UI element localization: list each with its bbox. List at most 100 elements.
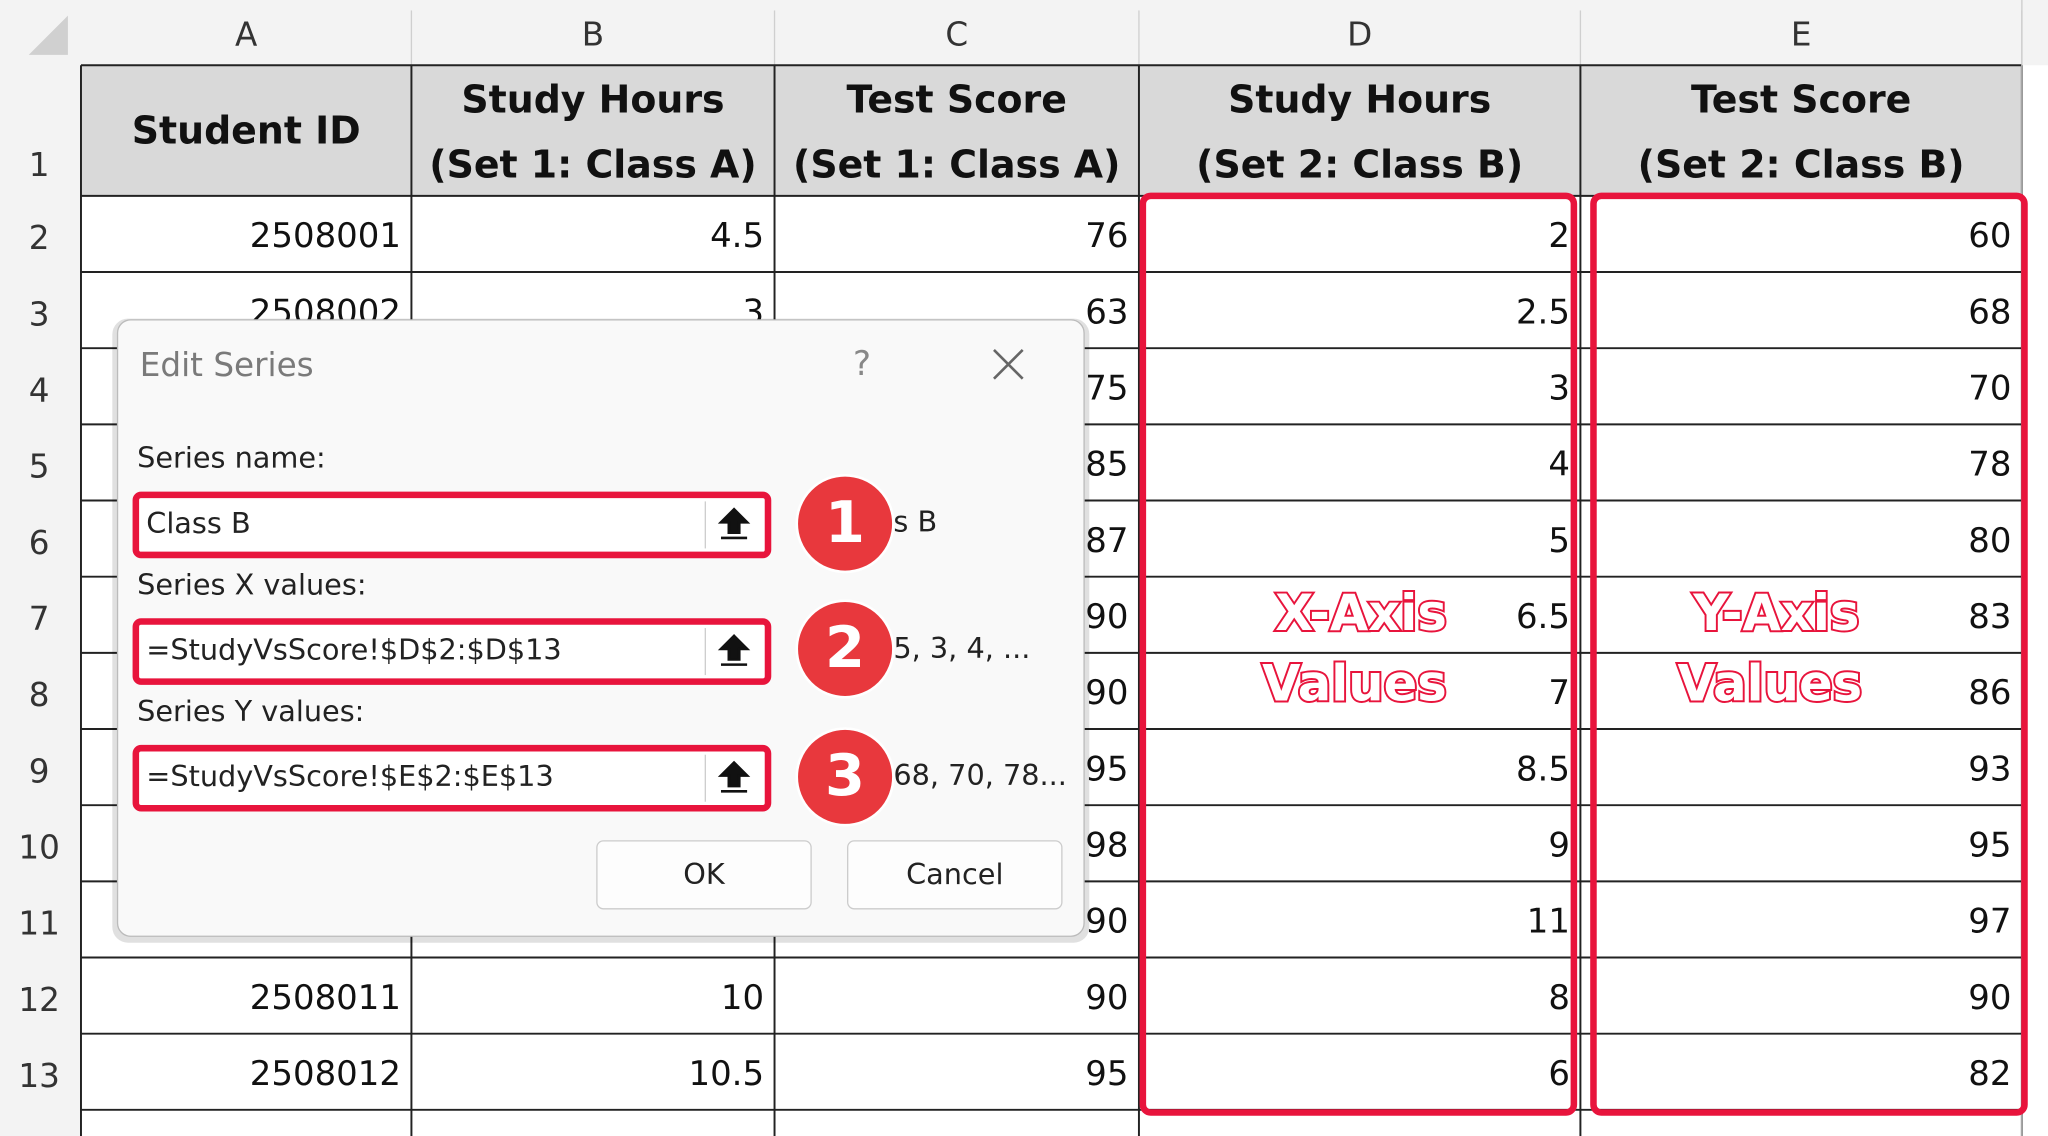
preview: 68, 70, 78... <box>893 758 1067 792</box>
highlight-box <box>1139 192 1578 1116</box>
row-number: 3 <box>29 295 50 333</box>
header-cell: Study Hours <box>1228 77 1491 121</box>
input-value: =StudyVsScore!$D$2:$D$13 <box>146 633 561 667</box>
header-cell: (Set 1: Class A) <box>429 143 756 187</box>
row-number: 8 <box>29 676 50 714</box>
cell: 93 <box>1968 749 2011 789</box>
annotation: Y-Axis <box>1692 584 1859 642</box>
highlight-box <box>1590 192 2028 1116</box>
collapse-icon[interactable] <box>717 760 751 793</box>
annotation: X-Axis <box>1275 584 1447 642</box>
cell: 86 <box>1968 673 2011 713</box>
cell: 2508001 <box>250 216 401 256</box>
header-cell: (Set 1: Class A) <box>793 143 1120 187</box>
select-all <box>28 15 68 55</box>
field-label: Series Y values: <box>137 694 364 728</box>
input[interactable] <box>132 744 772 812</box>
cell: 8.5 <box>1516 749 1570 789</box>
cell: 8 <box>1548 978 1570 1018</box>
cell: 11 <box>1527 902 1570 942</box>
cell: 4.5 <box>710 216 764 256</box>
annotation: Values <box>1677 654 1862 712</box>
field-label: Series X values: <box>137 567 366 601</box>
header-cell: Student ID <box>132 109 361 153</box>
header-cell: Study Hours <box>461 77 724 121</box>
row-number: 12 <box>18 981 60 1019</box>
header-row <box>80 65 2022 196</box>
row-number: 1 <box>29 146 50 184</box>
row-number: 2 <box>29 219 50 257</box>
annotation: Values <box>1262 654 1447 712</box>
column-letter: C <box>945 16 968 54</box>
cell: 2.5 <box>1516 292 1570 332</box>
cell: 95 <box>1085 749 1128 789</box>
header-cell: (Set 2: Class B) <box>1196 143 1523 187</box>
cell: 75 <box>1085 368 1128 408</box>
cancel-button[interactable] <box>847 840 1063 910</box>
step-number: 2 <box>825 614 865 681</box>
step-badge <box>795 473 895 574</box>
cell: 90 <box>1968 978 2011 1018</box>
collapse-icon[interactable] <box>717 634 751 666</box>
cell: 10 <box>721 978 764 1018</box>
header-cell: (Set 2: Class B) <box>1638 143 1965 187</box>
row-number: 13 <box>18 1057 60 1095</box>
cell: 7 <box>1548 673 1570 713</box>
cell: 95 <box>1085 1054 1128 1094</box>
row-number: 9 <box>29 752 50 790</box>
cell: 60 <box>1968 216 2011 256</box>
column-letter: B <box>582 16 604 54</box>
cell: 90 <box>1085 673 1128 713</box>
cell: 5 <box>1548 521 1570 561</box>
cell: 70 <box>1968 368 2011 408</box>
cell: 83 <box>1968 597 2011 637</box>
preview: s B <box>893 505 937 539</box>
cell: 80 <box>1968 521 2011 561</box>
cell: 82 <box>1968 1054 2011 1094</box>
row-number: 7 <box>29 600 50 638</box>
step-number: 3 <box>825 742 865 809</box>
collapse-icon[interactable] <box>717 507 751 540</box>
cell: 90 <box>1085 978 1128 1018</box>
column-letter: E <box>1791 16 1812 54</box>
step-badge <box>795 599 895 699</box>
cell: 68 <box>1968 292 2011 332</box>
cell: 90 <box>1085 902 1128 942</box>
column-letter: D <box>1347 16 1372 54</box>
input-value: =StudyVsScore!$E$2:$E$13 <box>146 759 553 793</box>
cell: 2508011 <box>250 978 401 1018</box>
header-cell: Test Score <box>847 77 1067 121</box>
cell: 10.5 <box>688 1054 764 1094</box>
row-number: 4 <box>29 372 50 410</box>
cell: 98 <box>1085 825 1128 865</box>
column-header-bar <box>0 0 2048 66</box>
input[interactable] <box>132 618 772 685</box>
row-number: 6 <box>29 524 50 562</box>
ok-button[interactable] <box>596 840 812 910</box>
step-badge <box>795 727 895 827</box>
help-button[interactable]: ? <box>853 344 871 384</box>
cell: 2508012 <box>250 1054 401 1094</box>
step-number: 1 <box>825 489 865 556</box>
cell: 6 <box>1548 1054 1570 1094</box>
cell: 76 <box>1085 216 1128 256</box>
cell: 4 <box>1548 445 1570 485</box>
cell: 97 <box>1968 902 2011 942</box>
field-label: Series name: <box>137 441 326 475</box>
row-header-bar <box>0 0 81 1136</box>
cell: 78 <box>1968 445 2011 485</box>
cell: 63 <box>1085 292 1128 332</box>
row-number: 5 <box>29 448 50 486</box>
column-letter: A <box>235 16 258 54</box>
ok-label: OK <box>683 857 726 891</box>
preview: 5, 3, 4, ... <box>893 631 1030 665</box>
row-number: 10 <box>18 829 60 867</box>
cell: 9 <box>1548 825 1570 865</box>
close-button[interactable] <box>993 349 1024 380</box>
input[interactable] <box>132 491 772 559</box>
input-value: Class B <box>146 506 250 540</box>
cell: 87 <box>1085 521 1128 561</box>
cell: 95 <box>1968 825 2011 865</box>
